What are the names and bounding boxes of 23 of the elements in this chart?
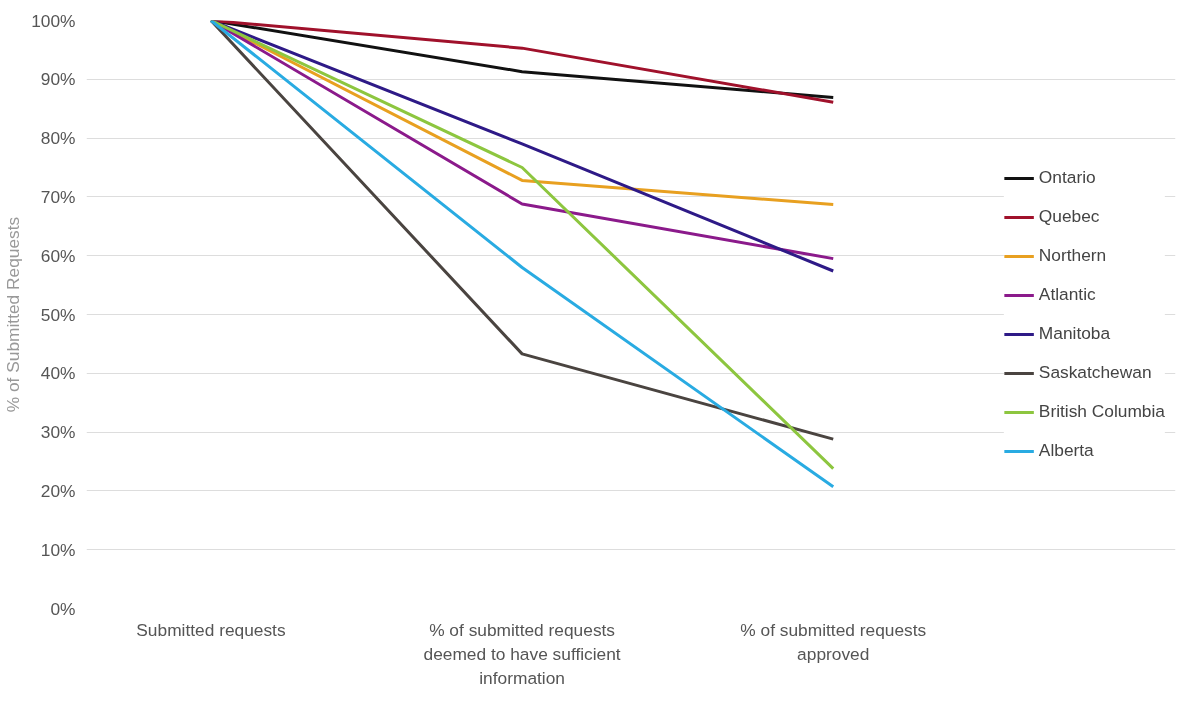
legend-label: British Columbia: [1038, 401, 1165, 422]
y-tick-label: 0%: [50, 598, 76, 619]
y-tick-label: 90%: [40, 69, 76, 90]
y-tick-label: 50%: [40, 304, 76, 325]
y-tick-label: 60%: [40, 245, 76, 266]
legend-label: Quebec: [1038, 206, 1100, 227]
y-tick-label: 30%: [40, 422, 76, 443]
legend-label: Manitoba: [1038, 323, 1111, 344]
y-tick-label: 10%: [40, 539, 76, 560]
y-tick-label: 70%: [40, 186, 76, 207]
legend-label: Northern: [1038, 245, 1107, 266]
legend-label: Alberta: [1038, 440, 1094, 461]
legend-label: Atlantic: [1038, 284, 1096, 305]
legend-label: Ontario: [1038, 167, 1096, 188]
x-tick-label: Submitted requests: [136, 619, 286, 640]
x-tick-label: % of submitted requests approved: [740, 619, 927, 664]
y-tick-label: 100%: [31, 10, 76, 31]
y-axis-title: % of Submitted Requests: [3, 216, 24, 413]
y-tick-label: 40%: [40, 363, 76, 384]
legend-label: Saskatchewan: [1038, 362, 1152, 383]
y-tick-label: 80%: [40, 128, 76, 149]
x-tick-label: % of submitted requests deemed to have sufficient information: [423, 619, 621, 688]
y-tick-label: 20%: [40, 480, 76, 501]
